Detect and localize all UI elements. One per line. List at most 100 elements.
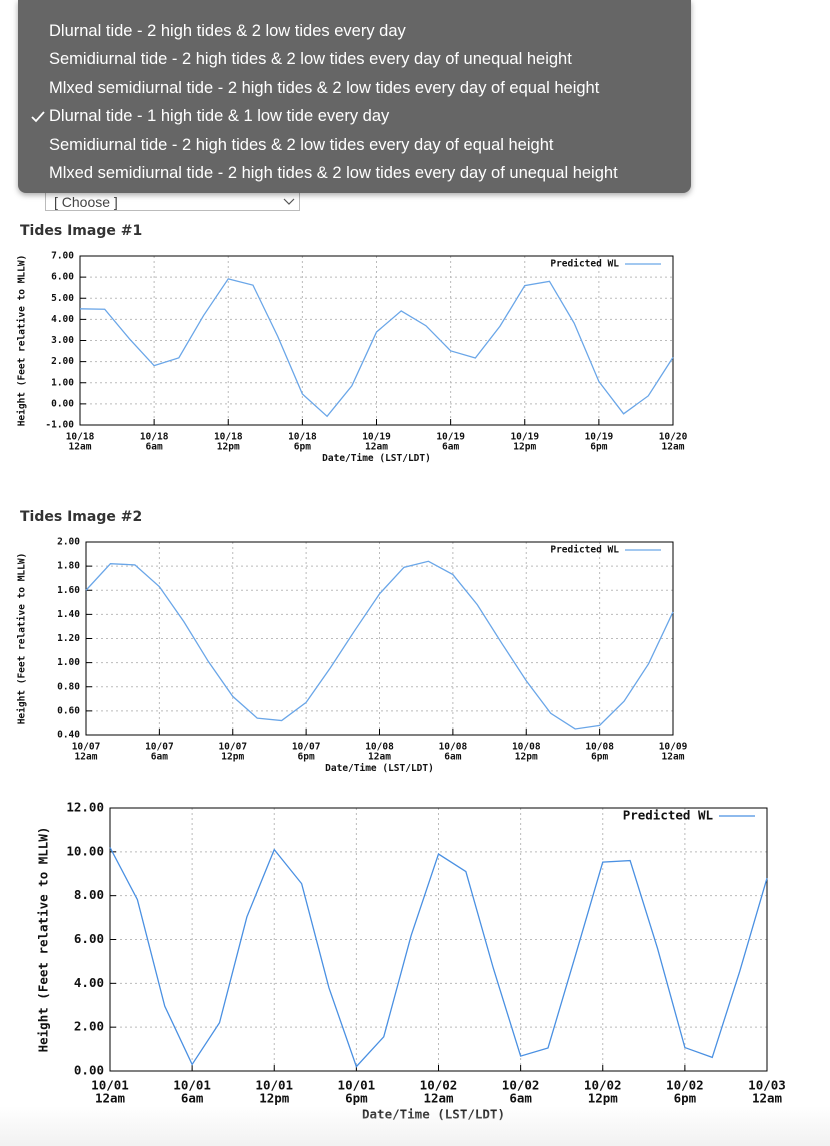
x-tick-label-line: 12am — [423, 1090, 454, 1105]
x-tick-label-line: 10/19 — [510, 431, 539, 442]
y-tick-label: 6.00 — [51, 272, 74, 283]
x-tick-label: 10/01 6am — [173, 1077, 211, 1105]
y-tick-label: 0.60 — [57, 705, 80, 716]
x-tick-label: 10/07 12am — [72, 741, 101, 762]
x-tick-label-line: 12am — [662, 751, 685, 762]
legend-label: Predicted WL — [623, 808, 714, 823]
select-label: [ Choose ] — [54, 194, 118, 210]
x-tick-label-line: 10/08 — [365, 741, 394, 752]
x-tick-label: 10/08 12am — [365, 741, 394, 762]
x-tick-label-line: 12pm — [588, 1090, 619, 1105]
x-tick-label-line: 6am — [509, 1090, 532, 1105]
x-axis-label: Date/Time (LST/LDT) — [362, 1106, 505, 1121]
checkmark — [31, 111, 45, 123]
x-tick-label-line: 10/18 — [66, 431, 95, 442]
dropdown-option[interactable]: Mlxed semidiurnal tide - 2 high tides & … — [49, 164, 618, 182]
x-tick-label-line: 12pm — [217, 441, 240, 452]
x-tick-label: 10/18 12am — [66, 431, 95, 452]
x-tick-label: 10/07 12pm — [218, 741, 247, 762]
x-tick-label-line: 12pm — [259, 1090, 290, 1105]
y-tick-label: 10.00 — [66, 843, 104, 858]
x-tick-label-line: 10/02 — [584, 1077, 622, 1092]
y-tick-label: 1.00 — [57, 657, 80, 668]
x-tick-label: 10/08 6am — [439, 741, 468, 762]
x-tick-label-line: 6am — [444, 751, 461, 762]
x-tick-label-line: 10/19 — [362, 431, 391, 442]
dropdown-menu: Dlurnal tide - 2 high tides & 2 low tide… — [18, 0, 691, 193]
x-tick-label: 10/01 6pm — [338, 1077, 376, 1105]
x-tick-label-line: 10/02 — [420, 1077, 458, 1092]
x-axis-label: Date/Time (LST/LDT) — [322, 453, 431, 464]
x-tick-label: 10/02 12am — [420, 1077, 458, 1105]
x-tick-label-line: 10/19 — [436, 431, 465, 442]
x-tick-label-line: 6am — [146, 441, 163, 452]
x-tick-label-line: 12pm — [221, 751, 244, 762]
y-tick-label: -1.00 — [45, 420, 74, 431]
x-tick-label-line: 10/09 — [659, 741, 688, 752]
x-tick-label-line: 6pm — [298, 751, 315, 762]
x-tick-label-line: 6pm — [294, 441, 311, 452]
x-tick-label-line: 10/18 — [288, 431, 317, 442]
y-axis-label: Height (Feet relative to MLLW) — [17, 553, 28, 725]
x-tick-label: 10/02 6am — [502, 1077, 540, 1105]
x-tick-label-line: 6am — [442, 441, 459, 452]
y-tick-label: 4.00 — [74, 975, 104, 990]
y-tick-label: 1.40 — [57, 609, 80, 620]
x-tick-label-line: 10/07 — [292, 741, 321, 752]
x-tick-label-line: 6pm — [674, 1090, 697, 1105]
x-tick-label-line: 12am — [662, 441, 685, 452]
y-tick-label: 1.60 — [57, 585, 80, 596]
x-tick-label-line: 6am — [181, 1090, 204, 1105]
x-tick-label: 10/20 12am — [659, 431, 688, 452]
x-tick-label-line: 10/01 — [338, 1077, 376, 1092]
x-tick-label: 10/03 12am — [748, 1077, 786, 1105]
x-tick-label: 10/02 6pm — [666, 1077, 704, 1105]
x-tick-label-line: 10/02 — [666, 1077, 704, 1092]
dropdown-option[interactable]: Semidiurnal tide - 2 high tides & 2 low … — [49, 135, 554, 154]
dropdown-option[interactable]: Dlurnal tide - 2 high tides & 2 low tide… — [49, 22, 406, 40]
chart-title: Tides Image #2 — [20, 509, 142, 525]
y-tick-label: 6.00 — [74, 931, 104, 946]
x-tick-label: 10/09 12am — [659, 741, 688, 762]
dropdown-option[interactable]: Semidiurnal tide - 2 high tides & 2 low … — [49, 50, 572, 69]
x-tick-label: 10/07 6am — [145, 741, 174, 762]
y-tick-label: 7.00 — [51, 251, 74, 262]
legend-label: Predicted WL — [550, 545, 619, 556]
x-tick-label: 10/07 6pm — [292, 741, 321, 762]
x-tick-label-line: 12am — [368, 751, 391, 762]
x-tick-label-line: 10/02 — [502, 1077, 540, 1092]
y-tick-label: 2.00 — [57, 537, 80, 548]
plot-frame — [85, 541, 674, 736]
x-tick-label: 10/19 12am — [362, 431, 391, 452]
x-tick-label-line: 12am — [95, 1090, 126, 1105]
x-tick-label-line: 10/08 — [585, 741, 614, 752]
y-tick-label: 1.80 — [57, 561, 80, 572]
x-tick-label: 10/18 6am — [140, 431, 169, 452]
x-tick-label-line: 12pm — [515, 751, 538, 762]
y-tick-label: 5.00 — [51, 293, 74, 304]
x-tick-label-line: 10/20 — [659, 431, 688, 442]
y-tick-label: 1.20 — [57, 633, 80, 644]
series-line — [79, 278, 674, 418]
x-tick-label-line: 12am — [75, 751, 98, 762]
x-tick-label-line: 6pm — [590, 441, 607, 452]
x-tick-label-line: 10/07 — [145, 741, 174, 752]
y-tick-label: 0.40 — [57, 730, 80, 741]
x-axis-label: Date/Time (LST/LDT) — [325, 763, 434, 774]
y-tick-label: 2.00 — [74, 1019, 104, 1034]
y-tick-label: 0.80 — [57, 681, 80, 692]
x-tick-label: 10/19 6am — [436, 431, 465, 452]
dropdown-option[interactable]: Dlurnal tide - 1 high tide & 1 low tide … — [49, 107, 390, 126]
dropdown-option[interactable]: Mlxed semidiurnal tide - 2 high tides & … — [49, 78, 600, 97]
x-tick-label-line: 10/08 — [439, 741, 468, 752]
x-tick-label-line: 12am — [69, 441, 92, 452]
y-tick-label: 2.00 — [51, 356, 74, 367]
x-tick-label-line: 10/18 — [214, 431, 243, 442]
x-tick-label-line: 10/07 — [72, 741, 101, 752]
x-tick-label-line: 10/01 — [91, 1077, 129, 1092]
series-line — [85, 560, 674, 730]
select[interactable]: [ Choose ] — [45, 193, 300, 211]
x-tick-label-line: 10/01 — [173, 1077, 211, 1092]
x-tick-label-line: 12am — [752, 1090, 783, 1105]
x-tick-label-line: 10/08 — [512, 741, 541, 752]
